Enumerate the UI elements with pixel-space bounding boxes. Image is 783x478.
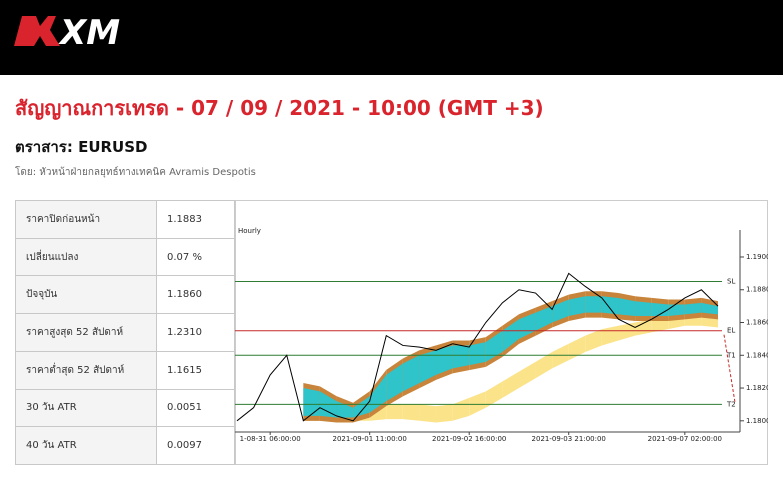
stat-label: ปัจจุบัน (15, 275, 157, 315)
band (386, 363, 403, 402)
stat-value: 1.1883 (156, 200, 235, 239)
band (651, 302, 669, 316)
band (469, 391, 486, 416)
y-tick-label: 1.1840 (746, 351, 768, 359)
level-label: EL (727, 327, 735, 335)
logo-mark (14, 16, 60, 46)
band (485, 381, 503, 408)
x-tick-label: 2021-09-02 16:00:00 (432, 435, 506, 443)
band (552, 299, 569, 323)
stat-label: ราคาต่ำสุด 52 สัปดาห์ (15, 350, 157, 390)
band (568, 335, 586, 361)
y-tick-label: 1.1900 (746, 253, 768, 261)
band (402, 404, 420, 421)
projection-arrow (723, 334, 736, 403)
y-tick-label: 1.1800 (746, 417, 768, 425)
band (535, 352, 553, 379)
stat-value: 0.0097 (156, 426, 235, 465)
table-row: ราคาปิดก่อนหน้า 1.1883 (15, 200, 235, 239)
chart-subtitle: Hourly (238, 227, 261, 235)
band (436, 404, 453, 423)
table-row: 40 วัน ATR 0.0097 (15, 426, 235, 465)
band (485, 330, 503, 362)
y-tick-label: 1.1820 (746, 384, 768, 392)
stat-label: ราคาปิดก่อนหน้า (15, 200, 157, 239)
band (552, 343, 569, 369)
header-bar: XM (0, 0, 783, 75)
band (518, 361, 536, 389)
band (684, 302, 702, 315)
band (635, 301, 652, 316)
band (668, 304, 685, 316)
price-line (236, 272, 719, 422)
table-row: ราคาต่ำสุด 52 สัปดาห์ 1.1615 (15, 350, 235, 390)
stat-value: 1.1615 (156, 350, 235, 390)
instrument: ตราสาร: EURUSD (15, 138, 148, 156)
x-tick-label: 2021-09-07 02:00:00 (648, 435, 722, 443)
stat-label: เปลี่ยนแปลง (15, 237, 157, 277)
stat-value: 1.1860 (156, 275, 235, 315)
band (585, 329, 602, 353)
y-tick-label: 1.1880 (746, 286, 768, 294)
band (303, 388, 320, 416)
stat-label: 40 วัน ATR (15, 426, 157, 465)
logo: XM (14, 13, 120, 53)
chart: Hourly SL EL T1 T2 1.1800 1.1820 1.1840 1.1860 1… (235, 200, 768, 465)
table-row: ปัจจุบัน 1.1860 (15, 275, 235, 315)
level-label: SL (727, 278, 735, 286)
stats-table: ราคาปิดก่อนหน้า 1.1883 เปลี่ยนแปลง 0.07 % ปั… (15, 200, 235, 465)
table-row: 30 วัน ATR 0.0051 (15, 388, 235, 428)
band (601, 296, 619, 315)
band (635, 319, 652, 336)
band (618, 297, 636, 316)
band (452, 397, 470, 421)
band (386, 404, 403, 420)
stat-label: ราคาสูงสุด 52 สัปดาห์ (15, 313, 157, 352)
band (419, 350, 437, 384)
band (353, 396, 370, 418)
band (701, 302, 718, 315)
logo-text: XM (58, 13, 120, 53)
band (369, 374, 387, 413)
table-row: ราคาสูงสุด 52 สัปดาห์ 1.2310 (15, 313, 235, 352)
band (469, 342, 486, 366)
level-label: T2 (726, 400, 736, 408)
band (452, 345, 470, 369)
stat-value: 0.0051 (156, 388, 235, 428)
band (568, 296, 586, 316)
x-tick-label: 1-08-31 06:00:00 (240, 435, 301, 443)
band (502, 319, 519, 353)
band (502, 371, 519, 398)
page-title: สัญญาณการเทรด - 07 / 09 / 2021 - 10:00 (… (15, 96, 544, 120)
stat-value: 1.2310 (156, 313, 235, 352)
level-label: T1 (726, 351, 736, 359)
band (436, 345, 453, 375)
band (585, 296, 602, 313)
band (618, 322, 636, 341)
stat-value: 0.07 % (156, 237, 235, 277)
y-tick-label: 1.1860 (746, 319, 768, 327)
author: โดย: หัวหน้าฝ่ายกลยุทธ์ทางเทคนิค Avramis… (15, 167, 256, 178)
band (402, 355, 420, 392)
band (535, 306, 553, 331)
x-tick-label: 2021-09-03 21:00:00 (532, 435, 606, 443)
band (336, 401, 354, 418)
band (518, 312, 536, 339)
stat-label: 30 วัน ATR (15, 388, 157, 428)
band (651, 317, 669, 333)
table-row: เปลี่ยนแปลง 0.07 % (15, 237, 235, 277)
x-tick-label: 2021-09-01 11:00:00 (333, 435, 407, 443)
band (419, 404, 437, 423)
